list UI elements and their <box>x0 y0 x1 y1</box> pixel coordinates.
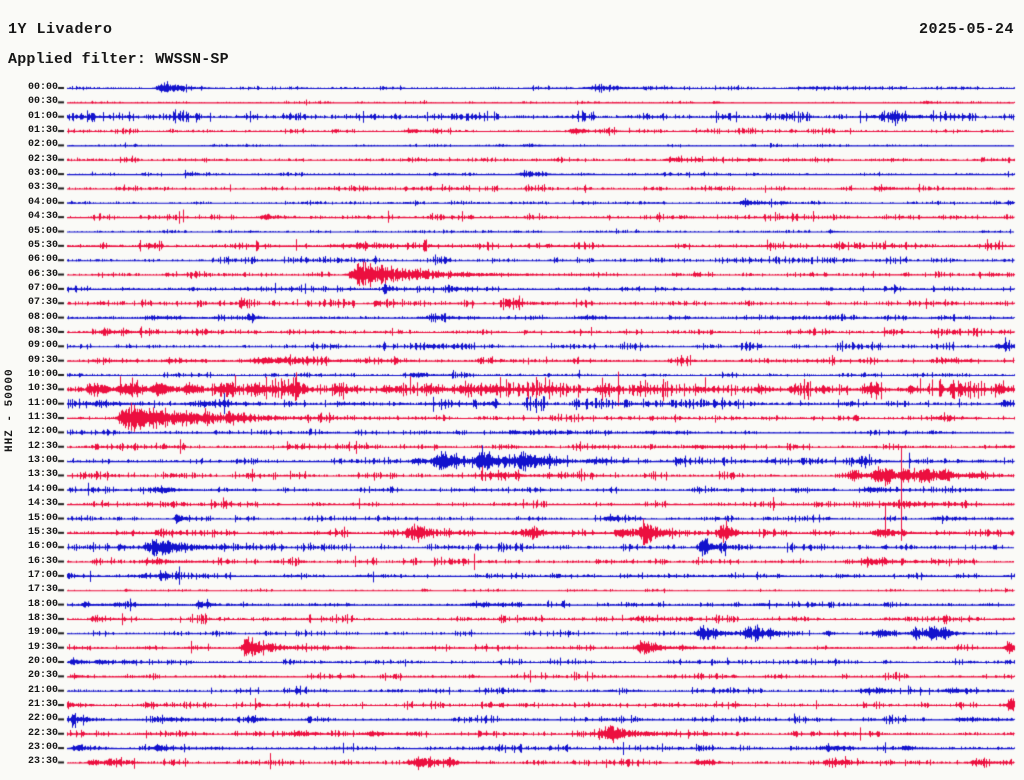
time-label: 08:30 <box>27 325 58 337</box>
time-label: 21:00 <box>27 684 58 696</box>
time-label: 10:30 <box>27 383 58 395</box>
time-label: 16:00 <box>27 541 58 553</box>
time-label: 22:00 <box>27 713 58 725</box>
time-label: 07:00 <box>27 282 58 294</box>
time-label: 06:30 <box>27 268 58 280</box>
time-label: 12:00 <box>27 426 58 438</box>
record-date: 2025-05-24 <box>918 21 1014 38</box>
time-label: 10:00 <box>27 369 58 380</box>
time-label: 03:30 <box>27 182 58 194</box>
time-label: 14:00 <box>27 483 58 495</box>
time-label: 03:00 <box>27 168 58 180</box>
time-label: 21:30 <box>27 699 58 711</box>
time-label: 05:00 <box>27 225 58 237</box>
time-label: 04:00 <box>27 196 58 208</box>
time-label: 17:30 <box>27 584 58 596</box>
time-label: 05:30 <box>27 239 58 251</box>
time-label: 11:30 <box>27 412 58 424</box>
time-label: 23:00 <box>27 742 58 754</box>
time-label: 18:30 <box>27 612 58 624</box>
time-label: 18:00 <box>27 598 58 610</box>
time-label: 07:30 <box>27 297 58 309</box>
time-label: 00:00 <box>27 82 58 93</box>
time-label: 20:00 <box>27 656 58 667</box>
time-label: 02:00 <box>27 139 58 151</box>
time-label: 09:00 <box>27 340 58 352</box>
time-label: 22:30 <box>27 727 58 739</box>
time-label: 13:30 <box>27 469 58 481</box>
time-label: 23:30 <box>27 756 58 768</box>
time-label: 15:00 <box>27 512 58 524</box>
time-label: 16:30 <box>27 555 58 567</box>
station-title: 1Y Livadero <box>8 21 113 38</box>
time-label: 19:30 <box>27 641 58 653</box>
time-label: 01:30 <box>27 125 58 137</box>
time-label: 08:00 <box>27 311 58 323</box>
time-label: 15:30 <box>27 526 58 538</box>
time-label: 00:30 <box>27 96 58 108</box>
time-labels: 00:00 00:30 01:00 01:30 02:00 02:30 03:00 03:30… <box>0 0 62 780</box>
time-label: 19:00 <box>27 627 58 639</box>
filter-label: Applied filter: WWSSN-SP <box>8 51 229 68</box>
time-label: 13:00 <box>27 455 58 467</box>
time-label: 09:30 <box>27 354 58 366</box>
time-label: 04:30 <box>27 211 58 223</box>
time-label: 12:30 <box>27 440 58 452</box>
time-label: 20:30 <box>27 670 58 682</box>
time-label: 11:00 <box>27 397 58 409</box>
time-label: 02:30 <box>27 153 58 165</box>
time-label: 17:00 <box>27 569 58 581</box>
time-label: 01:00 <box>27 110 58 122</box>
time-label: 14:30 <box>27 498 58 510</box>
time-label: 06:00 <box>27 254 58 266</box>
